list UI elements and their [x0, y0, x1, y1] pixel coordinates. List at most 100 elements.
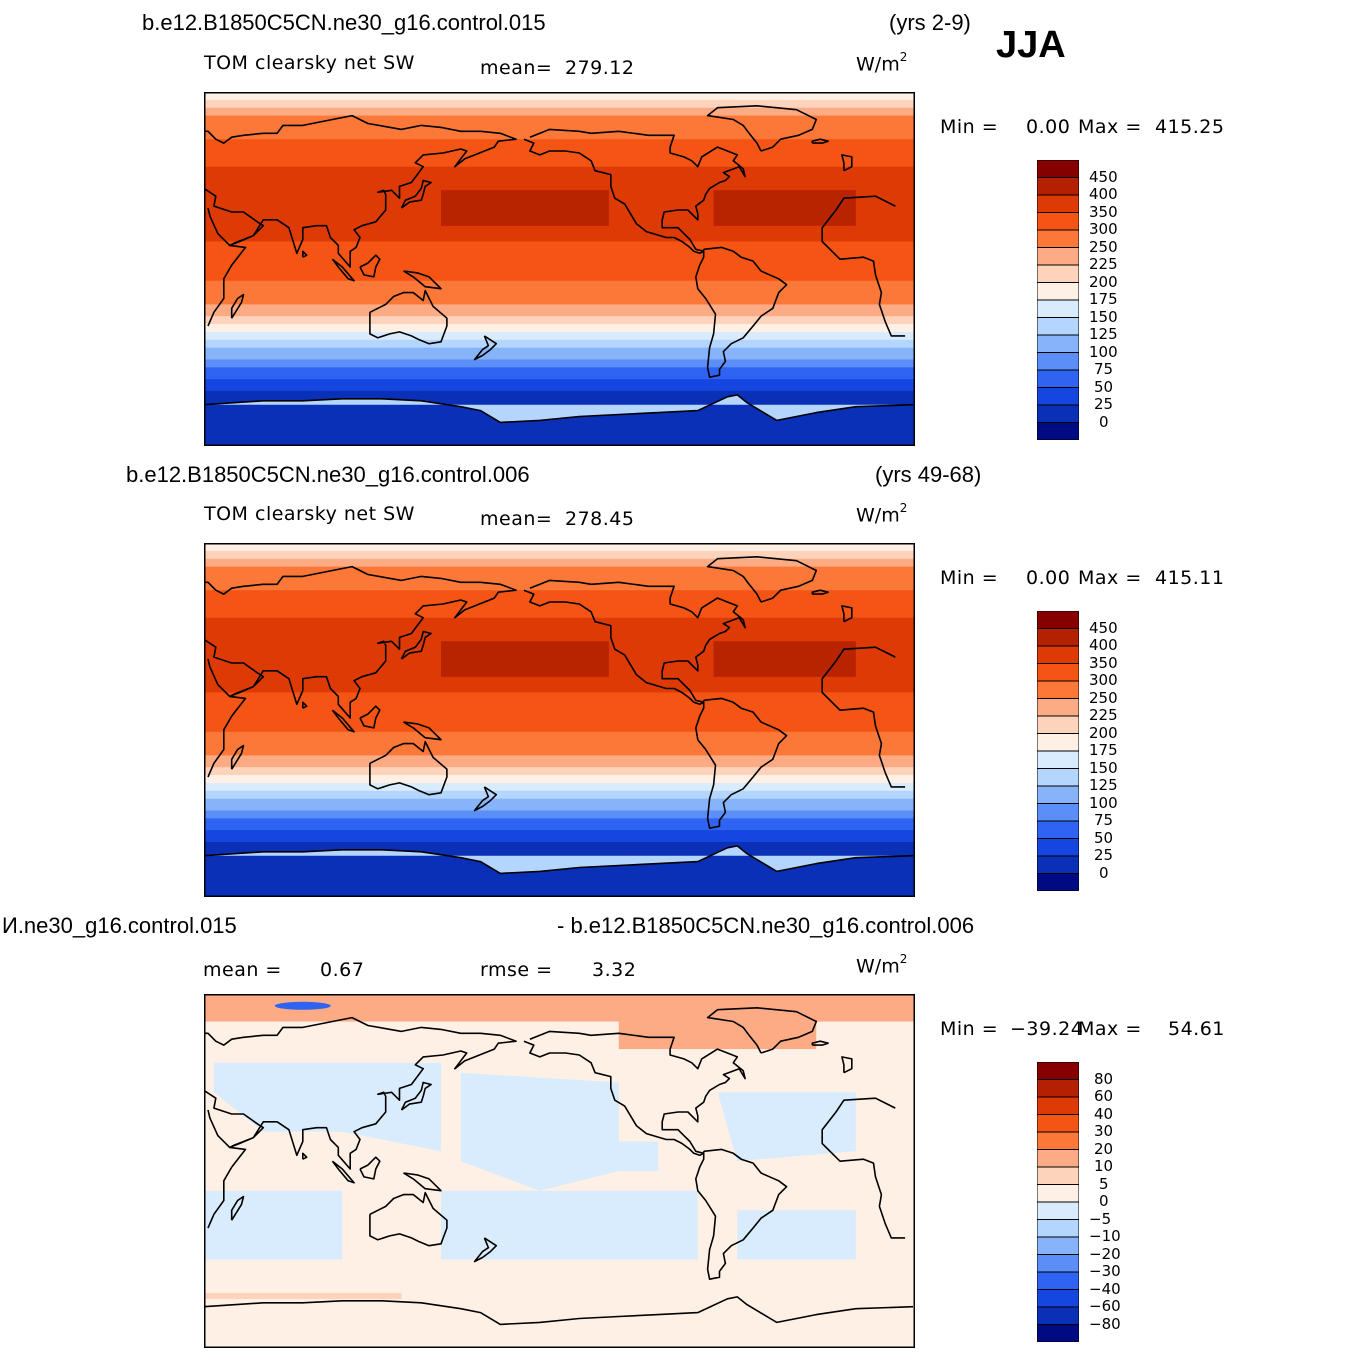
zonal-band: [204, 767, 915, 772]
colorbar-tick-label: 50: [1094, 377, 1114, 396]
panel1-mean-value: 279.12: [565, 57, 635, 79]
panel3-rmse-value: 3.32: [592, 959, 637, 981]
zonal-band: [204, 95, 915, 101]
panel3-min-value: −39.24: [1010, 1018, 1084, 1040]
panel1-mean-label: mean=: [480, 57, 553, 79]
coastline: [359, 254, 381, 278]
zonal-band: [204, 426, 915, 431]
zonal-band: [204, 554, 915, 560]
zonal-band: [204, 790, 915, 796]
colorbar-tick-label: 300: [1089, 220, 1118, 238]
coastline: [473, 786, 498, 812]
colorbar-swatch: [1037, 680, 1079, 699]
zonal-band: [204, 602, 915, 607]
coastline: [523, 1030, 746, 1157]
colorbar-swatch: [1037, 1271, 1079, 1290]
colorbar-swatch: [1037, 628, 1079, 647]
coastline: [400, 179, 432, 209]
colorbar-swatch: [1037, 1114, 1079, 1133]
colorbar-swatch: [1037, 1166, 1079, 1185]
map-frame: [204, 543, 915, 897]
zonal-band: [204, 328, 915, 333]
colorbar-swatch: [1037, 282, 1079, 301]
colorbar-swatch: [1037, 873, 1079, 891]
coastline: [706, 556, 818, 603]
coastline: [821, 195, 906, 337]
zonal-band: [204, 566, 915, 572]
colorbar-tick-label: −60: [1089, 1297, 1121, 1315]
zonal-band: [204, 111, 915, 117]
zonal-band: [204, 586, 915, 591]
zonal-band: [204, 598, 915, 603]
zonal-band: [204, 351, 915, 357]
panel1-max-label: Max =: [1078, 116, 1142, 138]
zonal-band: [204, 590, 915, 595]
colorbar-tick-label: 75: [1094, 811, 1114, 829]
colorbar-tick-label: 200: [1089, 272, 1118, 291]
panel2-variable: TOM clearsky net SW: [204, 503, 415, 525]
zonal-band: [204, 877, 915, 882]
panel3-colorbar: [1037, 1062, 1079, 1342]
zonal-band: [204, 798, 915, 804]
zonal-band: [204, 166, 915, 172]
colorbar-swatch: [1037, 229, 1079, 248]
coastline: [204, 845, 914, 875]
zonal-band: [204, 731, 915, 737]
panel3-mean-label: mean =: [203, 959, 282, 981]
panel3-max-value: 54.61: [1168, 1018, 1225, 1040]
coastline: [331, 709, 355, 733]
greenland-ice: [204, 394, 913, 423]
coastline: [811, 589, 829, 595]
coastline: [841, 1056, 853, 1074]
zonal-band: [204, 794, 915, 800]
zonal-band: [204, 739, 915, 745]
panel1-variable: TOM clearsky net SW: [204, 52, 415, 74]
colorbar-swatch: [1037, 611, 1079, 629]
panel1-case-title: b.e12.B1850C5CN.ne30_g16.control.015: [142, 10, 546, 35]
zonal-band: [204, 300, 915, 305]
zonal-band: [204, 398, 915, 404]
zonal-band: [204, 755, 915, 760]
negative-anomaly-region: [213, 1062, 441, 1152]
zonal-band: [204, 810, 915, 815]
zonal-band: [204, 570, 915, 575]
zonal-band: [204, 363, 915, 368]
zonal-band: [204, 845, 915, 851]
panel2-max-value: 415.11: [1155, 567, 1225, 589]
panel2-mean-label: mean=: [480, 508, 553, 530]
zonal-band: [204, 735, 915, 741]
coastline: [204, 114, 517, 268]
zonal-band: [204, 633, 915, 638]
zonal-band: [204, 119, 915, 124]
colorbar-swatch: [1037, 317, 1079, 336]
colorbar-swatch: [1037, 785, 1079, 804]
coastline: [207, 1109, 247, 1229]
arctic-negative-spot: [274, 1001, 331, 1010]
colorbar-swatch: [1037, 820, 1079, 839]
zonal-band: [204, 375, 915, 380]
colorbar-tick-label: 175: [1089, 741, 1118, 759]
coastline: [207, 207, 247, 327]
colorbar-tick-label: 100: [1089, 342, 1118, 361]
negative-anomaly-region: [441, 1190, 698, 1260]
colorbar-tick-label: 10: [1094, 1157, 1114, 1175]
map-frame: [204, 994, 915, 1348]
zonal-band: [204, 359, 915, 364]
colorbar-tick-label: 450: [1089, 618, 1118, 637]
colorbar-swatch: [1037, 645, 1079, 664]
zonal-band: [204, 818, 915, 823]
colorbar-tick-label: 80: [1094, 1069, 1114, 1088]
zonal-band: [204, 550, 915, 556]
colorbar-tick-label: 60: [1094, 1087, 1114, 1105]
zonal-band: [204, 154, 915, 160]
panel3-case-left: И.ne30_g16.control.015: [2, 913, 237, 938]
zonal-band: [204, 143, 915, 148]
subtropical-maximum: [713, 641, 856, 677]
colorbar-swatch: [1037, 299, 1079, 318]
colorbar-tick-label: 175: [1089, 290, 1118, 308]
zonal-band: [204, 885, 915, 890]
colorbar-tick-label: 225: [1089, 255, 1118, 273]
zonal-band: [204, 763, 915, 768]
zonal-band: [204, 174, 915, 180]
colorbar-swatch: [1037, 1079, 1079, 1098]
